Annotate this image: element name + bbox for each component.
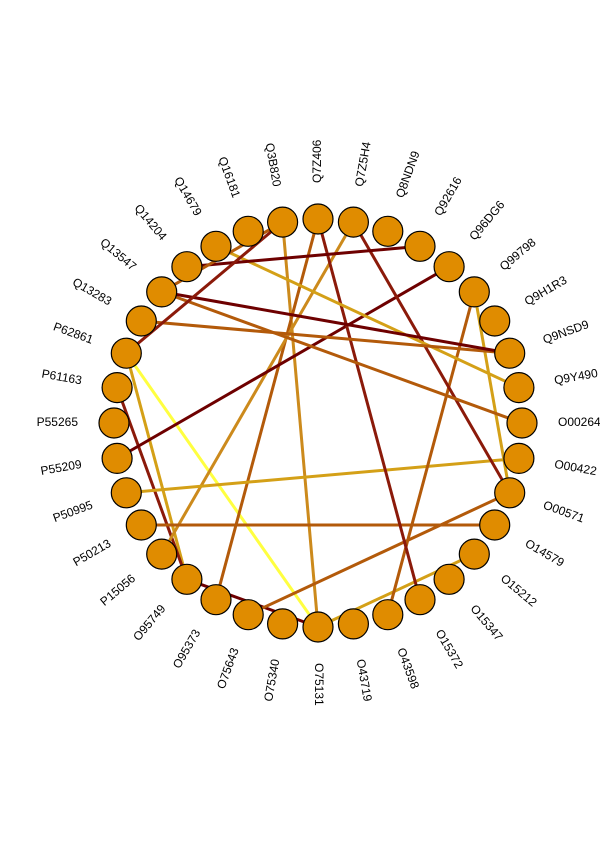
- edge-q9nsd9-q13283: [139, 319, 512, 355]
- node-label-p50213: P50213: [70, 536, 113, 569]
- edge-p15056-q7z5h4: [160, 220, 355, 556]
- edge-o75131-p62861: [124, 351, 320, 629]
- node-label-o00571: O00571: [541, 498, 586, 526]
- node-label-q13283: Q13283: [70, 275, 114, 309]
- node-label-q7z5h4: Q7Z5H4: [352, 140, 374, 187]
- node-label-o15212: O15212: [498, 571, 540, 609]
- edge-q9y490-q14679: [214, 244, 521, 390]
- node-o95373: [200, 584, 232, 616]
- edge-q14204-q92616: [185, 244, 422, 269]
- edge-p55209-q96dg6: [115, 265, 451, 460]
- node-label-o00422: O00422: [553, 457, 598, 478]
- node-p55265: [98, 407, 130, 439]
- node-q14679: [200, 230, 232, 262]
- node-q14204: [171, 251, 203, 283]
- node-q13547: [146, 276, 178, 308]
- node-label-o00264: O00264: [558, 415, 600, 429]
- node-o14579: [479, 509, 511, 541]
- edge-p50995-o00422: [124, 456, 521, 495]
- edge-o00264-q13547: [160, 290, 524, 425]
- node-label-q13547: Q13547: [97, 235, 139, 273]
- node-label-o95749: O95749: [130, 602, 168, 644]
- node-o15347: [433, 563, 465, 595]
- node-label-q96dg6: Q96DG6: [466, 198, 507, 244]
- node-o43598: [372, 599, 404, 631]
- node-q9nsd9: [494, 337, 526, 369]
- node-label-o43719: O43719: [354, 658, 375, 703]
- node-label-o75131: O75131: [312, 663, 326, 706]
- edge-o95749-p62861: [124, 351, 189, 581]
- node-p50995: [110, 477, 142, 509]
- edge-o15372-q7z406: [316, 217, 422, 602]
- node-q13283: [125, 305, 157, 337]
- node-label-o14579: O14579: [523, 536, 567, 570]
- node-label-q7z406: Q7Z406: [310, 139, 324, 183]
- node-o15372: [404, 584, 436, 616]
- node-o43719: [337, 608, 369, 640]
- node-label-q9nsd9: Q9NSD9: [541, 317, 591, 347]
- node-q92616: [404, 230, 436, 262]
- node-o00571: [494, 477, 526, 509]
- edge-o00571-q7z5h4: [351, 220, 512, 495]
- node-o15212: [458, 538, 490, 570]
- edge-layer: [115, 217, 524, 629]
- node-q16181: [232, 215, 264, 247]
- node-label-o75340: O75340: [261, 658, 282, 703]
- node-label-p55209: P55209: [39, 457, 82, 478]
- node-p61163: [101, 372, 133, 404]
- node-o95749: [171, 563, 203, 595]
- node-p50213: [125, 509, 157, 541]
- node-label-q3b820: Q3B820: [263, 142, 284, 188]
- node-label-o15372: O15372: [433, 627, 467, 671]
- node-p62861: [110, 337, 142, 369]
- node-o75340: [267, 608, 299, 640]
- node-label-o43598: O43598: [394, 646, 422, 691]
- node-label-p62861: P62861: [52, 319, 96, 346]
- node-label-q8ndn9: Q8NDN9: [393, 149, 423, 200]
- node-p15056: [146, 538, 178, 570]
- node-q9h1r3: [479, 305, 511, 337]
- edge-q9nsd9-q13547: [160, 290, 512, 355]
- node-q9y490: [503, 372, 535, 404]
- node-q96dg6: [433, 251, 465, 283]
- node-q7z406: [302, 203, 334, 235]
- node-label-o15347: O15347: [468, 602, 506, 644]
- node-q8ndn9: [372, 215, 404, 247]
- node-q99798: [458, 276, 490, 308]
- node-o75643: [232, 599, 264, 631]
- edge-o75643-o00571: [246, 491, 512, 617]
- edge-o75131-q3b820: [281, 220, 320, 629]
- node-label-p50995: P50995: [51, 498, 95, 525]
- node-o00264: [506, 407, 538, 439]
- node-label-q99798: Q99798: [497, 235, 539, 273]
- node-label-p61163: P61163: [41, 367, 84, 388]
- node-label-o95373: O95373: [170, 627, 204, 671]
- node-q3b820: [267, 206, 299, 238]
- node-label-q16181: Q16181: [215, 155, 243, 200]
- node-label-q92616: Q92616: [431, 174, 465, 218]
- node-o00422: [503, 442, 535, 474]
- node-label-p55265: P55265: [37, 415, 79, 429]
- node-label-q9h1r3: Q9H1R3: [522, 273, 570, 309]
- node-label-o75643: O75643: [214, 646, 242, 691]
- node-q7z5h4: [337, 206, 369, 238]
- node-p55209: [101, 442, 133, 474]
- node-label-q14204: Q14204: [132, 201, 170, 243]
- edge-o95373-q7z406: [214, 217, 320, 602]
- node-label-p15056: P15056: [97, 571, 138, 609]
- node-layer: [98, 203, 538, 643]
- node-o75131: [302, 611, 334, 643]
- node-label-q14679: Q14679: [171, 174, 205, 218]
- node-label-q9y490: Q9Y490: [553, 366, 599, 387]
